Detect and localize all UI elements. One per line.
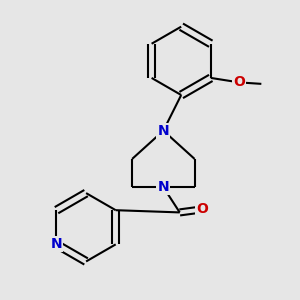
Text: N: N (158, 180, 169, 194)
Text: O: O (196, 202, 208, 216)
Text: N: N (51, 237, 62, 251)
Text: O: O (233, 75, 245, 89)
Text: N: N (158, 124, 169, 138)
